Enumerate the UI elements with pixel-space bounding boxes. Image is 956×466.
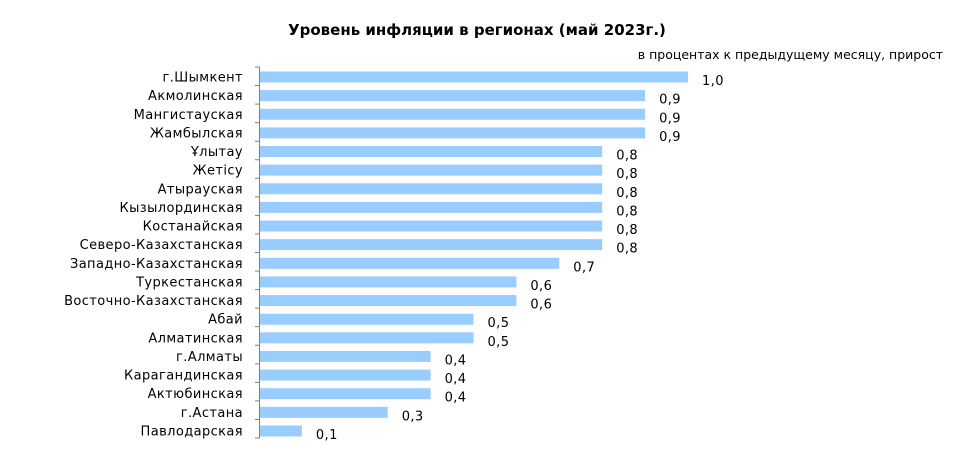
category-label: Северо-Казахстанская (80, 238, 243, 253)
bar (259, 313, 474, 325)
bar (259, 146, 603, 158)
bar (259, 90, 646, 102)
bar (259, 350, 431, 362)
value-label: 0,8 (616, 223, 638, 238)
chart-title: Уровень инфляции в регионах (май 2023г.) (288, 21, 666, 39)
value-label: 0,5 (488, 335, 510, 350)
bar (259, 71, 688, 83)
bar (259, 369, 431, 381)
value-label: 0,4 (445, 372, 467, 387)
value-label: 0,4 (445, 391, 467, 406)
value-label: 0,1 (316, 428, 338, 443)
category-label: Костанайская (143, 220, 243, 235)
bar (259, 108, 646, 120)
category-label: Атырауская (158, 182, 243, 197)
bar (259, 332, 474, 344)
bar (259, 183, 603, 195)
bar (259, 276, 517, 288)
bar (259, 295, 517, 307)
bar (259, 201, 603, 213)
value-label: 0,3 (402, 409, 424, 424)
category-label: Туркестанская (135, 275, 243, 290)
category-label: Алматинская (148, 331, 243, 346)
category-label: Кызылординская (119, 201, 243, 216)
category-label: Восточно-Казахстанская (64, 294, 243, 309)
value-label: 1,0 (702, 74, 724, 89)
value-label: 0,9 (659, 111, 681, 126)
value-label: 0,8 (616, 167, 638, 182)
bar (259, 388, 431, 400)
chart-subtitle: в процентах к предыдущему месяцу, прирос… (638, 47, 943, 62)
category-label: Павлодарская (141, 424, 243, 439)
value-label: 0,8 (616, 242, 638, 257)
category-label: г.Астана (181, 406, 243, 421)
value-label: 0,8 (616, 186, 638, 201)
bar (259, 239, 603, 251)
value-label: 0,7 (573, 260, 595, 275)
category-label: г.Алматы (176, 350, 243, 365)
value-label: 0,6 (530, 298, 552, 313)
bar (259, 164, 603, 176)
category-label: Актюбинская (148, 387, 243, 402)
value-label: 0,8 (616, 204, 638, 219)
bar (259, 406, 388, 418)
bar (259, 425, 302, 437)
category-label: г.Шымкент (163, 71, 243, 86)
category-axis (255, 66, 260, 439)
bar (259, 127, 646, 139)
category-label: Западно-Казахстанская (70, 257, 243, 272)
category-label: Акмолинская (148, 89, 243, 104)
bar (259, 220, 603, 232)
category-label: Жетісу (193, 164, 243, 179)
category-label: Ұлытау (190, 145, 243, 160)
category-labels: г.Шымкент Акмолинская Мангистауская Жамбылс… (64, 71, 243, 440)
bar-series (259, 71, 688, 437)
value-label: 0,5 (488, 316, 510, 331)
category-label: Абай (208, 313, 243, 328)
value-label: 0,9 (659, 130, 681, 145)
value-label: 0,8 (616, 149, 638, 164)
category-label: Жамбылская (150, 126, 243, 141)
value-labels: 1,0 0,9 0,9 0,9 0,8 0,8 0,8 0,8 0,8 0,8 0,7 0,6 0,6 0… (316, 74, 724, 443)
value-label: 0,6 (530, 279, 552, 294)
category-label: Карагандинская (124, 369, 243, 384)
value-label: 0,4 (445, 353, 467, 368)
value-label: 0,9 (659, 93, 681, 108)
bar (259, 257, 560, 269)
category-label: Мангистауская (134, 108, 243, 123)
